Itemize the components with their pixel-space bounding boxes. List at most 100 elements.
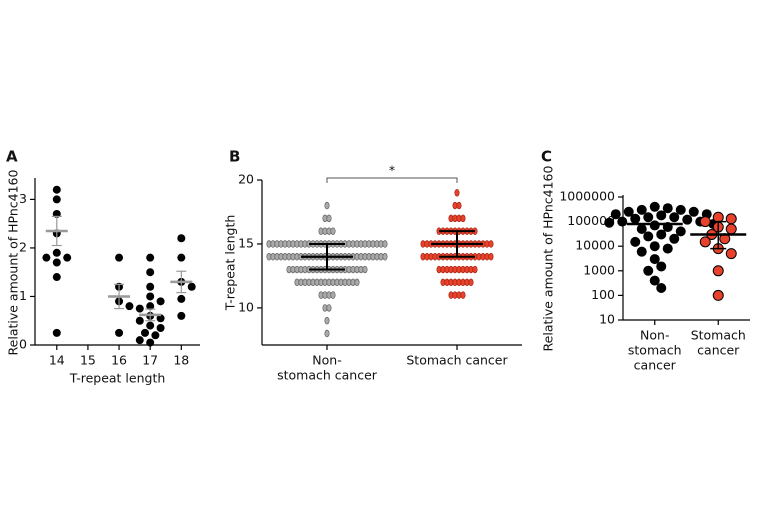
x-tick-label: stomach cancer — [277, 368, 378, 383]
x-tick-label: cancer — [634, 358, 677, 373]
data-point — [649, 241, 660, 252]
significance-label: * — [389, 163, 395, 178]
data-point — [669, 233, 680, 244]
data-point — [643, 231, 654, 242]
data-point — [52, 195, 61, 204]
data-point — [675, 226, 686, 237]
data-point — [643, 212, 654, 223]
data-point — [630, 213, 641, 224]
data-point — [649, 201, 660, 212]
data-point — [324, 201, 330, 210]
data-point — [146, 321, 155, 330]
data-point — [63, 253, 72, 262]
y-axis-label: T-repeat length — [223, 215, 238, 312]
data-point — [177, 234, 186, 243]
y-tick-label: 10 — [599, 312, 615, 327]
data-point — [656, 261, 667, 272]
x-tick-label: 15 — [80, 353, 96, 368]
data-point — [324, 316, 330, 325]
data-point — [135, 304, 144, 313]
data-point — [488, 253, 494, 261]
y-axis-label: Relative amount of HPnc4160 — [541, 165, 556, 351]
data-point — [146, 302, 155, 311]
data-point — [649, 220, 660, 231]
data-point — [675, 204, 686, 215]
data-point — [52, 328, 61, 337]
data-point — [604, 217, 615, 228]
panel-label: C — [541, 148, 552, 166]
data-point — [656, 282, 667, 293]
data-point — [135, 316, 144, 325]
data-point — [669, 212, 680, 223]
data-point — [454, 189, 460, 197]
data-point — [456, 201, 462, 210]
data-point — [177, 311, 186, 320]
data-point — [177, 253, 186, 262]
data-point — [135, 336, 144, 345]
data-point — [617, 216, 628, 227]
y-tick-label: 1000 — [583, 262, 615, 277]
data-point — [712, 211, 724, 223]
data-point — [472, 265, 478, 274]
data-point — [460, 214, 466, 223]
data-point — [460, 291, 466, 299]
data-point — [682, 214, 693, 225]
data-point — [725, 248, 737, 260]
data-point — [649, 254, 660, 265]
significance-bracket — [326, 177, 458, 183]
data-point — [140, 328, 149, 337]
y-tick-label: 10000 — [575, 238, 615, 253]
y-tick-label: 20 — [238, 172, 254, 187]
data-point — [42, 253, 51, 262]
data-point — [146, 282, 155, 291]
data-point — [146, 253, 155, 262]
panel-label: A — [6, 148, 18, 166]
data-point — [662, 243, 673, 254]
data-point — [115, 328, 124, 337]
y-tick-label: 10 — [238, 299, 254, 314]
data-point — [52, 273, 61, 282]
data-point — [712, 289, 724, 301]
data-point — [326, 304, 332, 312]
data-point — [177, 294, 186, 303]
y-tick-label: 1000000 — [559, 189, 615, 204]
data-point — [649, 275, 660, 286]
y-tick-label: 100 — [591, 287, 615, 302]
data-point — [146, 268, 155, 277]
data-point — [330, 227, 336, 235]
y-tick-label: 2 — [19, 239, 27, 254]
data-point — [725, 223, 737, 235]
data-point — [468, 278, 474, 287]
x-tick-label: 14 — [49, 353, 65, 368]
x-tick-label: 16 — [111, 353, 127, 368]
data-point — [712, 265, 724, 277]
data-point — [354, 278, 360, 287]
data-point — [656, 210, 667, 221]
data-point — [156, 297, 165, 306]
x-tick-label: 17 — [142, 353, 158, 368]
data-point — [662, 203, 673, 214]
data-point — [623, 206, 634, 217]
data-point — [52, 185, 61, 194]
y-tick-label: 15 — [238, 235, 254, 250]
data-point — [688, 206, 699, 217]
data-point — [610, 209, 621, 220]
data-point — [324, 329, 330, 338]
data-point — [156, 324, 165, 333]
x-tick-label: stomach — [628, 343, 682, 358]
data-point — [699, 236, 711, 248]
data-point — [146, 338, 155, 347]
data-point — [151, 331, 160, 340]
data-point — [115, 253, 124, 262]
y-tick-label: 1 — [19, 288, 27, 303]
y-tick-label: 100000 — [567, 213, 615, 228]
data-point — [699, 216, 711, 228]
data-point — [488, 240, 494, 248]
data-point — [636, 224, 647, 235]
x-tick-label: cancer — [697, 343, 740, 358]
x-axis-label: T-repeat length — [69, 371, 166, 386]
data-point — [636, 204, 647, 215]
panel-label: B — [229, 148, 240, 166]
y-axis-label: Relative amount of HPnc4160 — [6, 169, 21, 355]
